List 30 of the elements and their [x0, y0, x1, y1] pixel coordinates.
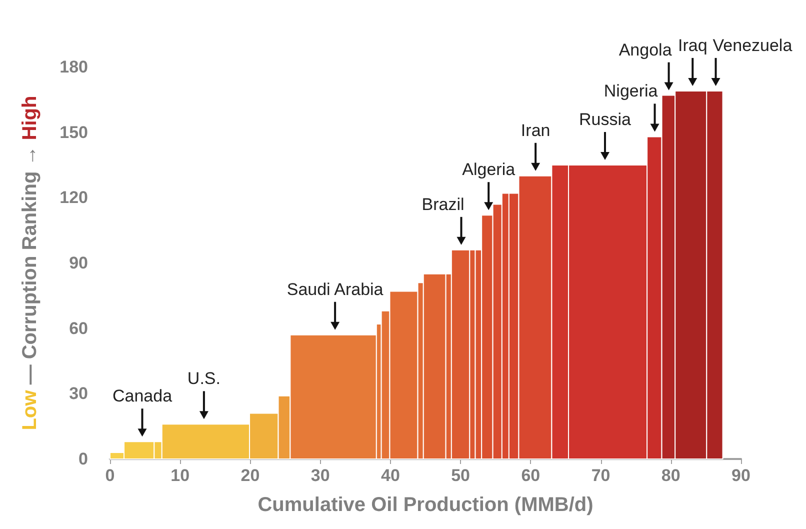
annotation: Iran [520, 120, 550, 140]
y-tick-label: 120 [60, 188, 88, 208]
x-tick-label: 70 [591, 466, 610, 485]
x-tick-label: 60 [521, 466, 540, 485]
y-tick-label: 60 [69, 318, 88, 338]
x-tick-label: 40 [380, 466, 400, 485]
x-tick-label: 0 [105, 466, 115, 485]
annotation: Russia [579, 110, 632, 129]
y-tick-label: 150 [60, 122, 88, 142]
annotation: Angola [618, 40, 672, 60]
x-tick-label: 10 [170, 466, 190, 485]
annotation: Nigeria [604, 82, 658, 101]
x-tick-label: 20 [240, 466, 260, 485]
x-axis-title: Cumulative Oil Production (MMB/d) [258, 494, 594, 516]
x-tick-label: 30 [310, 466, 330, 485]
y-tick-label: 0 [78, 450, 88, 468]
x-tick-label: 90 [732, 466, 750, 485]
annotation: U.S. [187, 369, 220, 388]
annotation: Iraq [678, 36, 708, 55]
annotation: Venezuela [712, 36, 793, 55]
y-tick-label: 30 [69, 384, 88, 404]
y-axis-title: Low — Corruption Ranking → High [19, 96, 41, 430]
annotation: Algeria [462, 160, 516, 180]
x-tick-label: 50 [451, 466, 470, 485]
y-tick-label: 180 [60, 58, 88, 76]
x-tick-label: 80 [661, 466, 680, 485]
annotation: Canada [112, 386, 173, 406]
annotation: Brazil [422, 194, 464, 214]
annotation: Saudi Arabia [286, 280, 384, 299]
y-tick-label: 90 [69, 254, 88, 272]
